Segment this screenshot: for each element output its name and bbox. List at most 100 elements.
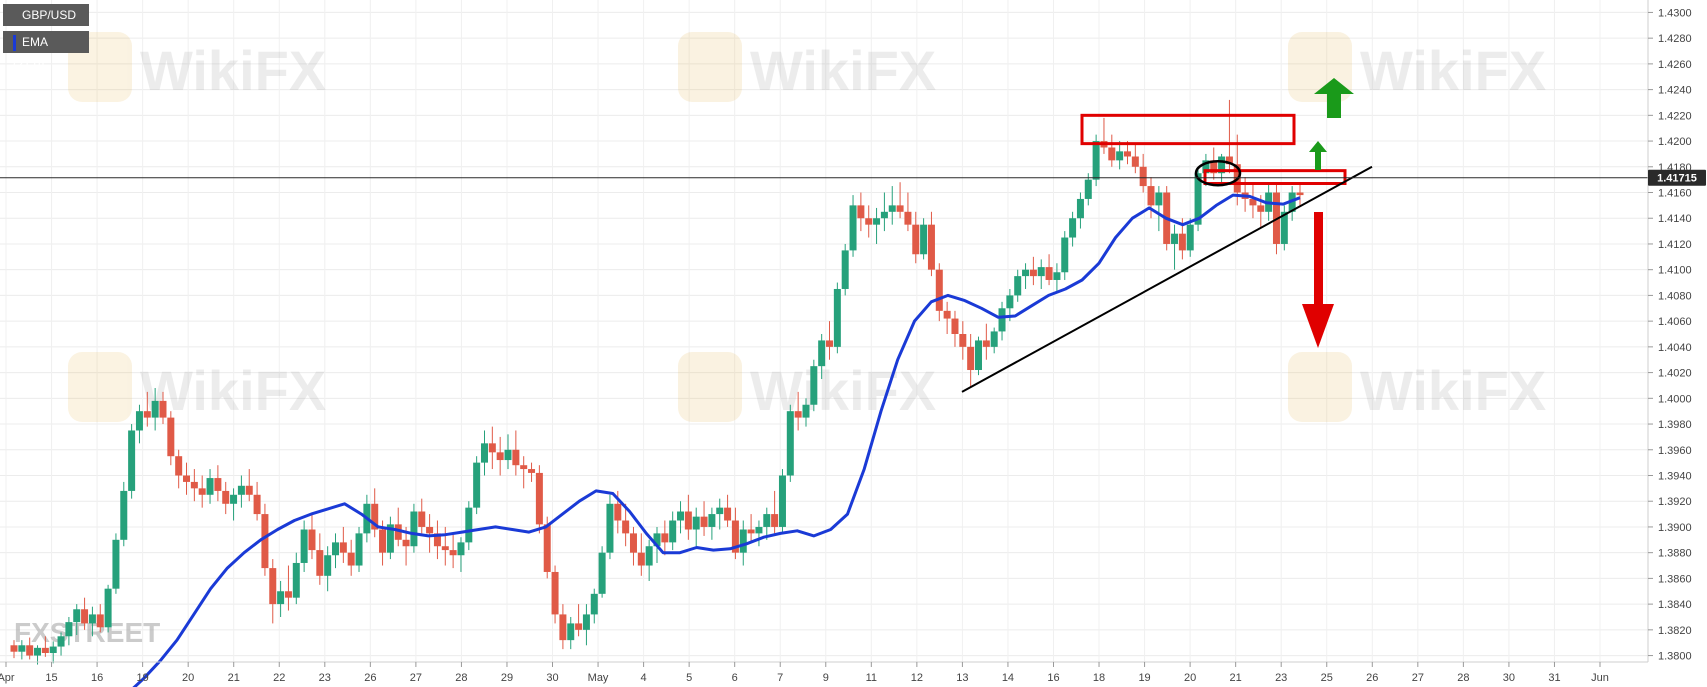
arrow-up-large — [1314, 78, 1354, 118]
candle — [810, 359, 818, 412]
candle — [1076, 192, 1084, 229]
candle — [582, 604, 590, 646]
candle — [559, 604, 567, 650]
watermark: WikiFX — [1288, 32, 1546, 102]
candle — [190, 469, 198, 502]
candle — [112, 533, 120, 594]
y-tick-label: 1.4020 — [1658, 368, 1692, 380]
watermark: WikiFX — [678, 32, 936, 102]
x-tick-label: 30 — [546, 672, 558, 684]
candle — [34, 645, 42, 665]
candle — [292, 552, 300, 605]
candle — [551, 565, 559, 624]
symbol-tag[interactable]: GBP/USD — [3, 4, 89, 26]
y-tick-label: 1.4100 — [1658, 265, 1692, 277]
candle — [222, 481, 230, 515]
x-tick-label: 4 — [641, 672, 647, 684]
candle — [724, 494, 732, 527]
candle — [465, 501, 473, 551]
candle — [920, 218, 928, 260]
x-tick-label: 30 — [1503, 672, 1515, 684]
candle — [1037, 259, 1045, 289]
candle — [277, 580, 285, 617]
candle — [339, 526, 347, 563]
candle — [1139, 153, 1147, 193]
x-tick-label: 13 — [956, 672, 968, 684]
watermark: WikiFX — [678, 352, 936, 422]
y-tick-label: 1.4200 — [1658, 136, 1692, 148]
highlight-ellipse — [1194, 159, 1242, 187]
x-tick-label: 26 — [1366, 672, 1378, 684]
breakout-box — [1203, 169, 1347, 186]
candle — [739, 520, 747, 566]
y-tick-label: 1.4040 — [1658, 342, 1692, 354]
candle — [347, 539, 355, 576]
candle — [449, 533, 457, 569]
candle — [18, 640, 26, 660]
candle — [1061, 231, 1069, 280]
candle — [833, 282, 841, 354]
candle — [65, 616, 73, 646]
candle — [590, 588, 598, 624]
x-tick-label: 16 — [91, 672, 103, 684]
candle — [1155, 186, 1163, 232]
x-tick-label: 26 — [364, 672, 376, 684]
x-tick-label: 23 — [319, 672, 331, 684]
support-trendline — [961, 165, 1373, 393]
candle — [857, 192, 865, 232]
y-tick-label: 1.3820 — [1658, 625, 1692, 637]
annotations — [961, 78, 1373, 393]
candle — [778, 469, 786, 534]
x-tick-label: 28 — [455, 672, 467, 684]
candle — [935, 263, 943, 322]
x-tick-label: 21 — [228, 672, 240, 684]
candle — [1084, 173, 1092, 206]
svg-text:WikiFX: WikiFX — [140, 359, 326, 422]
candle — [1249, 182, 1257, 219]
indicator-label: EMA (21,0) — [13, 35, 48, 71]
indicator-tag[interactable]: EMA (21,0) — [3, 31, 89, 71]
candle — [865, 205, 873, 238]
candle — [433, 520, 441, 560]
resistance-box — [1080, 113, 1296, 146]
candle — [183, 462, 191, 495]
candle — [622, 503, 630, 547]
candle — [645, 539, 653, 581]
candle — [73, 604, 81, 635]
candle — [967, 334, 975, 389]
y-tick-label: 1.4300 — [1658, 7, 1692, 19]
x-tick-label: 23 — [1275, 672, 1287, 684]
candle — [802, 398, 810, 427]
candle — [512, 430, 520, 476]
y-tick-label: 1.3940 — [1658, 470, 1692, 482]
y-tick-label: 1.3800 — [1658, 651, 1692, 663]
candle — [418, 498, 426, 534]
candle — [135, 404, 143, 444]
candle — [81, 597, 89, 630]
candle — [771, 490, 779, 534]
candle — [598, 546, 606, 598]
chart-grid — [0, 0, 1648, 662]
x-tick-label: Apr — [0, 672, 15, 684]
candle — [637, 533, 645, 576]
candle — [159, 391, 167, 425]
candle — [26, 637, 34, 660]
candle — [316, 533, 324, 585]
candle — [175, 449, 183, 489]
candle — [308, 514, 316, 560]
candle — [826, 321, 834, 360]
candle — [841, 243, 849, 296]
candle — [849, 195, 857, 257]
candle — [49, 641, 57, 664]
candle — [888, 186, 896, 225]
candle — [300, 520, 308, 572]
candle — [394, 507, 402, 547]
candle — [410, 503, 418, 553]
y-tick-label: 1.3880 — [1658, 548, 1692, 560]
svg-text:WikiFX: WikiFX — [750, 39, 936, 102]
candle — [528, 462, 536, 482]
candle — [214, 465, 222, 502]
candle — [818, 334, 826, 380]
